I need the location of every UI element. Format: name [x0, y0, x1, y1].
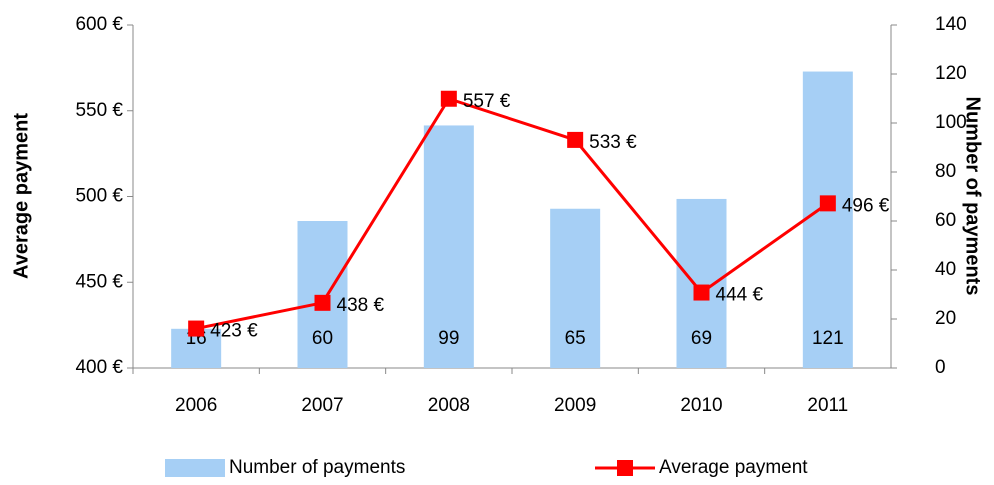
line-marker	[188, 320, 205, 337]
x-tick-label: 2011	[807, 395, 848, 416]
y-axis-title: Average payment	[10, 113, 32, 279]
line-marker	[440, 90, 457, 107]
bar	[297, 221, 348, 368]
x-tick-label: 2007	[301, 395, 343, 416]
bar-value-label: 60	[312, 328, 333, 349]
bar	[423, 125, 474, 368]
bar-value-label: 69	[691, 328, 712, 349]
x-tick-label: 2008	[428, 395, 470, 416]
legend-label: Average payment	[659, 457, 808, 478]
y2-tick-label: 60	[935, 210, 956, 231]
bar	[676, 198, 727, 368]
y-tick-label: 450 €	[75, 271, 123, 292]
line-value-label: 444 €	[716, 285, 764, 306]
y2-tick-label: 120	[935, 63, 967, 84]
y-tick-label: 600 €	[75, 14, 123, 35]
bar	[550, 208, 601, 368]
line	[195, 96, 829, 331]
y-tick-label: 550 €	[75, 100, 123, 121]
y2-tick-label: 80	[935, 161, 956, 182]
x-tick-label: 2010	[680, 395, 722, 416]
line-marker	[819, 195, 836, 212]
line-marker	[567, 131, 584, 148]
line-value-label: 423 €	[210, 321, 258, 342]
line-value-label: 438 €	[337, 295, 385, 316]
bar-value-label: 99	[438, 328, 459, 349]
line-marker	[314, 294, 331, 311]
y2-tick-label: 0	[935, 357, 946, 378]
y2-tick-label: 100	[935, 112, 967, 133]
legend-marker	[617, 460, 633, 476]
y2-tick-label: 140	[935, 14, 967, 35]
line-value-label: 533 €	[589, 132, 637, 153]
y-tick-label: 500 €	[75, 186, 123, 207]
line-value-label: 496 €	[842, 195, 890, 216]
bar-value-label: 121	[812, 328, 844, 349]
legend-label: Number of payments	[229, 457, 405, 478]
bar	[802, 71, 853, 369]
y2-tick-label: 20	[935, 308, 956, 329]
line-marker	[693, 284, 710, 301]
x-tick-label: 2006	[175, 395, 217, 416]
legend-swatch	[165, 459, 225, 477]
y-tick-label: 400 €	[75, 357, 123, 378]
line-value-label: 557 €	[463, 91, 511, 112]
y2-tick-label: 40	[935, 259, 956, 280]
x-tick-label: 2009	[554, 395, 596, 416]
y2-axis-title: Number of payments	[962, 97, 984, 296]
bar-value-label: 65	[565, 328, 586, 349]
